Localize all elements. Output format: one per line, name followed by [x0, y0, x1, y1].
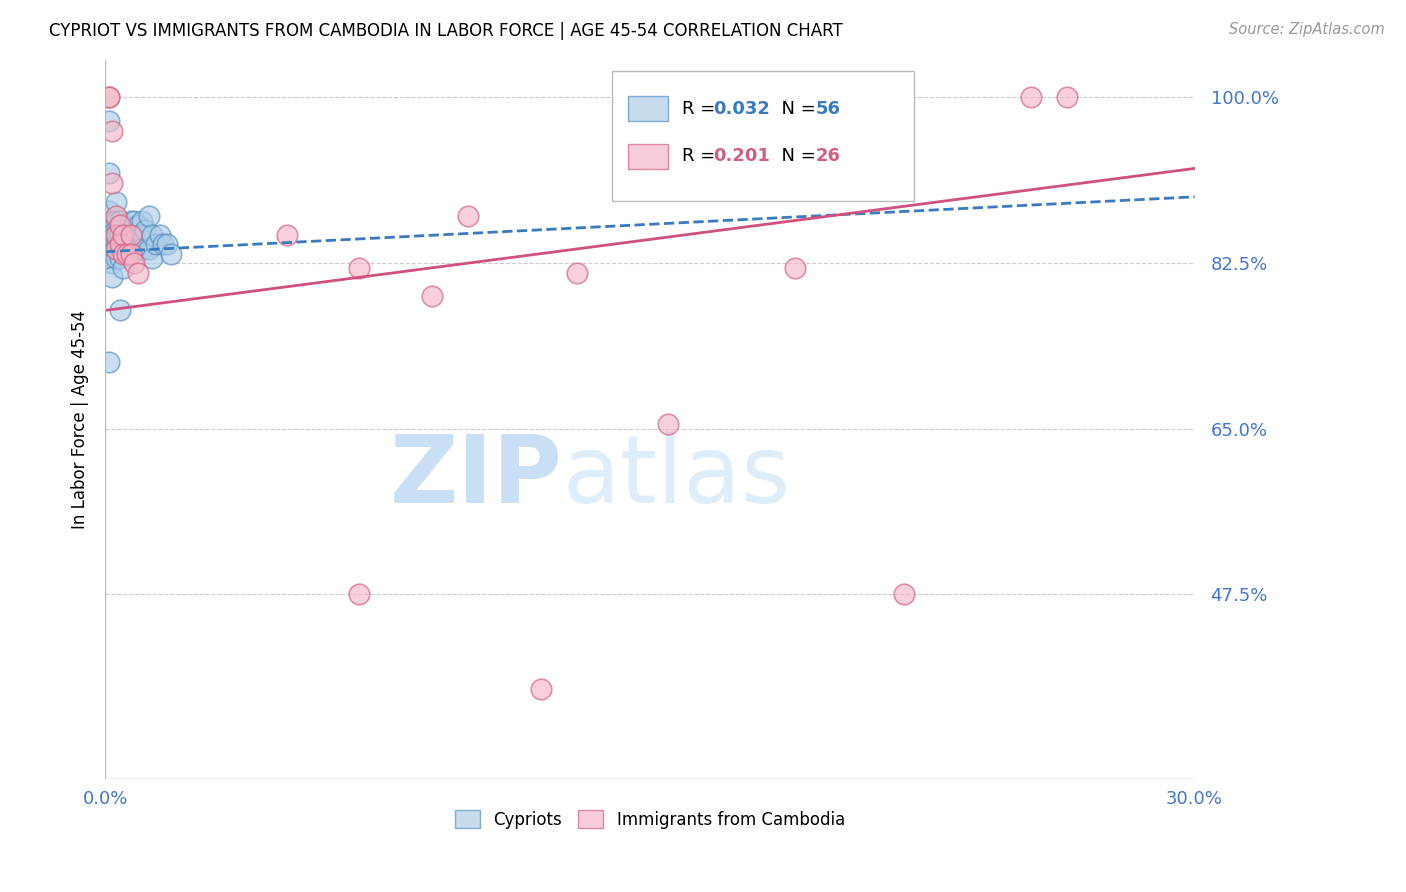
- Point: [134, 223, 156, 237]
- Point: [105, 242, 128, 256]
- Point: [108, 303, 131, 318]
- Point: [127, 266, 149, 280]
- Point: [131, 227, 153, 242]
- Point: [567, 266, 589, 280]
- Point: [97, 355, 120, 369]
- Point: [97, 114, 120, 128]
- Text: 26: 26: [815, 147, 841, 165]
- Point: [112, 260, 135, 275]
- Point: [349, 260, 371, 275]
- Point: [101, 176, 124, 190]
- Text: Source: ZipAtlas.com: Source: ZipAtlas.com: [1229, 22, 1385, 37]
- Text: N =: N =: [770, 147, 823, 165]
- Point: [112, 227, 135, 242]
- Text: ZIP: ZIP: [389, 431, 562, 523]
- Point: [156, 237, 179, 252]
- Point: [112, 242, 135, 256]
- Point: [131, 242, 153, 256]
- Point: [108, 219, 131, 233]
- Y-axis label: In Labor Force | Age 45-54: In Labor Force | Age 45-54: [72, 310, 89, 529]
- Text: 0.032: 0.032: [713, 100, 769, 118]
- Text: R =: R =: [682, 100, 721, 118]
- Point: [115, 246, 138, 260]
- Point: [112, 246, 135, 260]
- Point: [145, 237, 167, 252]
- Point: [349, 587, 371, 601]
- Point: [101, 242, 124, 256]
- Point: [112, 237, 135, 252]
- Point: [141, 252, 163, 266]
- Point: [120, 242, 142, 256]
- Point: [101, 213, 124, 227]
- Point: [457, 209, 479, 223]
- Point: [105, 242, 128, 256]
- Point: [97, 90, 120, 104]
- Point: [149, 227, 172, 242]
- Point: [105, 227, 128, 242]
- Point: [108, 252, 131, 266]
- Point: [97, 90, 120, 104]
- Point: [108, 237, 131, 252]
- Point: [108, 242, 131, 256]
- Point: [122, 213, 145, 227]
- Point: [105, 252, 128, 266]
- Point: [131, 213, 153, 227]
- Point: [127, 242, 149, 256]
- Point: [1056, 90, 1078, 104]
- Point: [112, 232, 135, 246]
- Point: [120, 227, 142, 242]
- Text: CYPRIOT VS IMMIGRANTS FROM CAMBODIA IN LABOR FORCE | AGE 45-54 CORRELATION CHART: CYPRIOT VS IMMIGRANTS FROM CAMBODIA IN L…: [49, 22, 844, 40]
- Point: [276, 227, 298, 242]
- Point: [105, 232, 128, 246]
- Point: [105, 209, 128, 223]
- Point: [115, 242, 138, 256]
- Point: [785, 260, 807, 275]
- Text: R =: R =: [682, 147, 721, 165]
- Point: [152, 237, 174, 252]
- Text: atlas: atlas: [562, 431, 792, 523]
- Point: [105, 237, 128, 252]
- Point: [105, 223, 128, 237]
- Point: [105, 227, 128, 242]
- Point: [101, 237, 124, 252]
- Point: [115, 227, 138, 242]
- Text: 0.201: 0.201: [713, 147, 769, 165]
- Point: [97, 227, 120, 242]
- Point: [122, 256, 145, 270]
- Point: [120, 227, 142, 242]
- Point: [120, 246, 142, 260]
- Point: [101, 252, 124, 266]
- Point: [122, 242, 145, 256]
- Point: [97, 166, 120, 180]
- Text: 56: 56: [815, 100, 841, 118]
- Text: N =: N =: [770, 100, 823, 118]
- Point: [530, 681, 553, 696]
- Point: [420, 289, 443, 303]
- Point: [108, 213, 131, 227]
- Point: [141, 227, 163, 242]
- Point: [127, 219, 149, 233]
- Point: [105, 213, 128, 227]
- Point: [101, 123, 124, 137]
- Point: [108, 219, 131, 233]
- Point: [893, 587, 915, 601]
- Point: [120, 213, 142, 227]
- Point: [1019, 90, 1042, 104]
- Point: [138, 242, 160, 256]
- Point: [101, 270, 124, 285]
- Point: [101, 232, 124, 246]
- Point: [101, 219, 124, 233]
- Point: [138, 209, 160, 223]
- Point: [108, 227, 131, 242]
- Point: [105, 194, 128, 209]
- Point: [657, 417, 679, 431]
- Point: [159, 246, 181, 260]
- Legend: Cypriots, Immigrants from Cambodia: Cypriots, Immigrants from Cambodia: [449, 804, 852, 835]
- Point: [101, 246, 124, 260]
- Point: [97, 204, 120, 219]
- Point: [101, 256, 124, 270]
- Point: [101, 227, 124, 242]
- Point: [101, 223, 124, 237]
